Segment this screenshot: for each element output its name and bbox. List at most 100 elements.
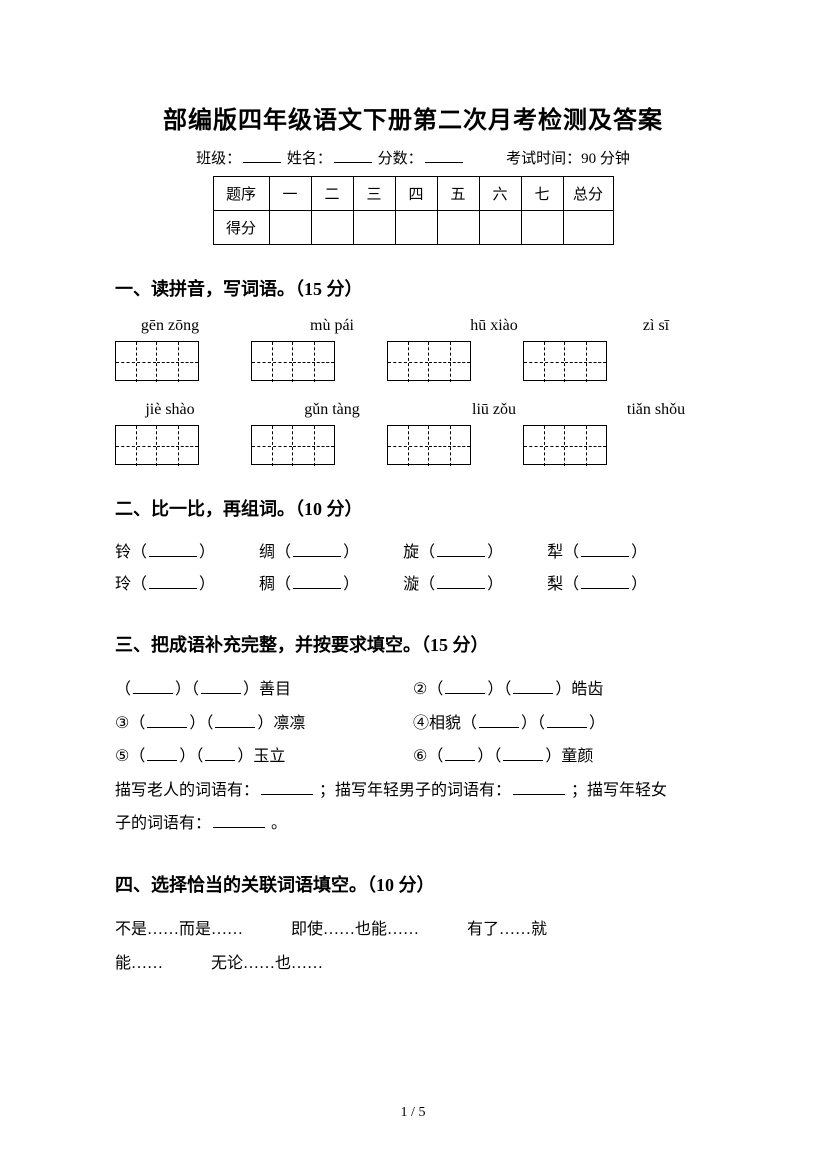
blank[interactable] [293,543,341,557]
pinyin-label: gēn zōng [115,317,225,335]
q2-heading: 二、比一比，再组词。（10 分） [115,495,711,521]
q2-body: 铃（） 绸（） 旋（） 犁（） 玲（） 稠（） 漩（） 梨（） [115,537,711,601]
col-1: 一 [269,177,311,211]
blank[interactable] [205,747,235,761]
blank[interactable] [479,714,519,728]
score-blank[interactable] [425,149,463,163]
score-cell[interactable] [479,211,521,245]
pinyin-row-1: gēn zōng mù pái hū xiào zì sī [115,317,711,335]
q3-item: ⑥（）（）童颜 [413,740,711,774]
score-cell[interactable] [395,211,437,245]
q4-heading: 四、选择恰当的关联词语填空。（10 分） [115,871,711,897]
q3-heading: 三、把成语补充完整，并按要求填空。（15 分） [115,631,711,657]
q3-item: ④相貌（）（） [413,707,711,741]
tian-box[interactable] [251,341,335,381]
meta-line: 班级： 姓名： 分数： 考试时间：90 分钟 [115,147,711,168]
col-2: 二 [311,177,353,211]
page-number: 1 / 5 [0,1105,826,1121]
score-table-header-row: 题序 一 二 三 四 五 六 七 总分 [213,177,613,211]
q2-pair: 梨（） [547,569,647,601]
pinyin-row-2: jiè shào gǔn tàng liū zǒu tiǎn shǒu [115,401,711,419]
blank[interactable] [215,714,255,728]
blank[interactable] [201,680,241,694]
score-cell[interactable] [353,211,395,245]
blank[interactable] [581,543,629,557]
col-5: 五 [437,177,479,211]
blank[interactable] [437,543,485,557]
q2-pair: 稠（） [259,569,359,601]
q4-option: 不是……而是…… [115,913,243,947]
q4-option: 能…… [115,947,163,981]
pinyin-label: gǔn tàng [277,401,387,419]
blank[interactable] [149,543,197,557]
boxes-row-2 [115,425,711,465]
blank[interactable] [133,680,173,694]
q3-footer: 描写老人的词语有： ；描写年轻男子的词语有： ；描写年轻女 [115,774,711,808]
score-cell[interactable] [521,211,563,245]
score-table-score-row: 得分 [213,211,613,245]
blank[interactable] [147,714,187,728]
q2-pair: 犁（） [547,537,647,569]
q3-footer-2: 子的词语有： 。 [115,807,711,841]
score-label: 分数： [378,151,423,167]
col-6: 六 [479,177,521,211]
col-4: 四 [395,177,437,211]
row1-label: 题序 [213,177,269,211]
q3-item: ②（）（）皓齿 [413,673,711,707]
boxes-row-1 [115,341,711,381]
score-cell[interactable] [437,211,479,245]
tian-box[interactable] [387,341,471,381]
pinyin-label: zì sī [601,317,711,335]
blank[interactable] [293,575,341,589]
class-blank[interactable] [243,149,281,163]
score-cell[interactable] [563,211,613,245]
pinyin-label: jiè shào [115,401,225,419]
blank[interactable] [445,747,475,761]
q3-item: （）（）善目 [115,673,413,707]
blank[interactable] [149,575,197,589]
tian-box[interactable] [115,341,199,381]
blank[interactable] [213,814,265,828]
pinyin-label: tiǎn shǒu [601,401,711,419]
name-blank[interactable] [334,149,372,163]
blank[interactable] [581,575,629,589]
pinyin-label: hū xiào [439,317,549,335]
tian-box[interactable] [523,341,607,381]
tian-box[interactable] [523,425,607,465]
tian-box[interactable] [115,425,199,465]
name-label: 姓名： [287,151,332,167]
q4-option: 有了……就 [467,913,547,947]
blank[interactable] [445,680,485,694]
q4-body: 不是……而是…… 即使……也能…… 有了……就 能…… 无论……也…… [115,913,711,980]
q2-pair: 铃（） [115,537,215,569]
col-total: 总分 [563,177,613,211]
q4-option: 即使……也能…… [291,913,419,947]
pinyin-label: liū zǒu [439,401,549,419]
blank[interactable] [147,747,177,761]
col-3: 三 [353,177,395,211]
blank[interactable] [513,680,553,694]
blank[interactable] [513,781,565,795]
exam-time-label: 考试时间： [506,151,581,167]
q4-option: 无论……也…… [211,947,323,981]
q2-pair: 漩（） [403,569,503,601]
blank[interactable] [547,714,587,728]
blank[interactable] [437,575,485,589]
tian-box[interactable] [387,425,471,465]
tian-box[interactable] [251,425,335,465]
score-cell[interactable] [311,211,353,245]
pinyin-label: mù pái [277,317,387,335]
q2-pair: 玲（） [115,569,215,601]
q3-item: ③（）（）凛凛 [115,707,413,741]
q2-pair: 绸（） [259,537,359,569]
q2-pair: 旋（） [403,537,503,569]
q1-heading: 一、读拼音，写词语。（15 分） [115,275,711,301]
blank[interactable] [503,747,543,761]
page-title: 部编版四年级语文下册第二次月考检测及答案 [115,100,711,135]
q3-item: ⑤（）（）玉立 [115,740,413,774]
blank[interactable] [261,781,313,795]
col-7: 七 [521,177,563,211]
q3-body: （）（）善目 ②（）（）皓齿 ③（）（）凛凛 ④相貌（）（） ⑤（）（）玉立 ⑥… [115,673,711,841]
score-cell[interactable] [269,211,311,245]
class-label: 班级： [196,151,241,167]
